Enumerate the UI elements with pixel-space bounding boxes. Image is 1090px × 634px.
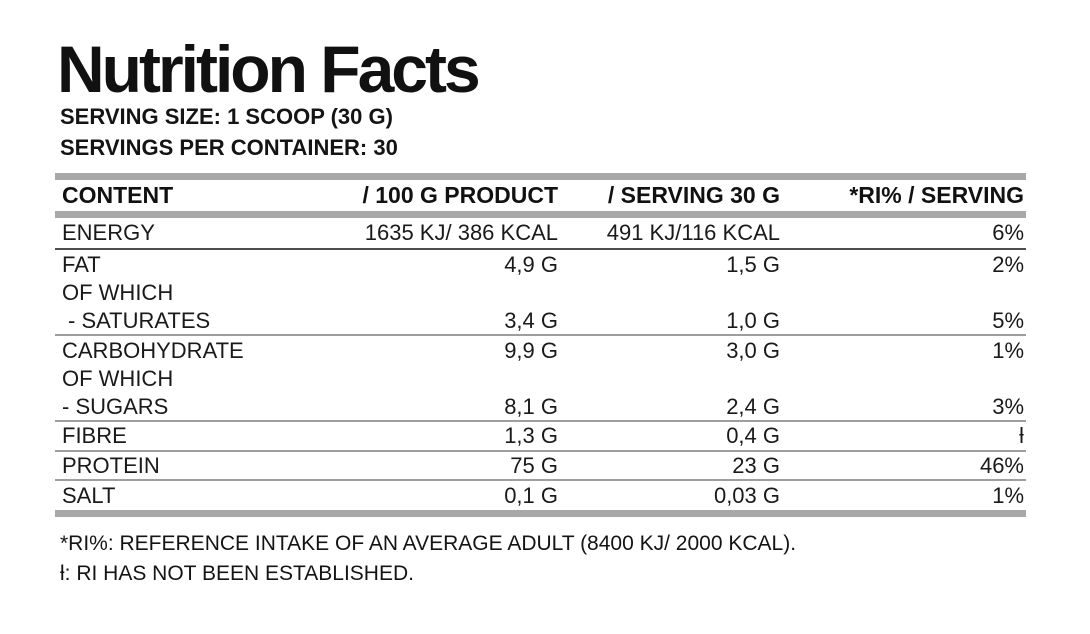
nutrition-table: CONTENT / 100 G PRODUCT / SERVING 30 G *… [55,173,1026,517]
page-title: Nutrition Facts [57,32,481,106]
row-nutrient-name: - SUGARS [62,393,169,419]
header-per-100g: / 100 G PRODUCT [362,182,558,208]
footnote-ri-not-established: ƚ: RI HAS NOT BEEN ESTABLISHED. [60,562,414,585]
header-ri-percent: *RI% / SERVING [849,182,1024,208]
table-row: ENERGY 1635 KJ/ 386 KCAL 491 KJ/116 KCAL 6% [55,218,1026,250]
row-per-serving-value: 0,03 G [713,482,780,508]
row-nutrient-name: OF WHICH [62,280,174,305]
row-nutrient-name: CARBOHYDRATE [62,337,244,363]
row-nutrient-name: SALT [62,482,116,508]
row-per-serving-value: 0,4 G [726,423,780,448]
row-nutrient-name: - SATURATES [68,307,211,333]
row-per-serving-value: 491 KJ/116 KCAL [606,220,780,245]
row-per-100g-value: 4,9 G [504,251,558,277]
row-per-serving-value: 1,0 G [726,307,780,333]
table-bottom-bar [55,510,1026,517]
row-per-100g-value: 1635 KJ/ 386 KCAL [364,220,558,245]
row-nutrient-name: ENERGY [62,220,155,245]
table-row: PROTEIN 75 G 23 G 46% [55,452,1026,481]
row-per-100g-value: 75 G [510,452,558,478]
row-ri-percent-value: 1% [992,482,1024,508]
row-per-100g-value: 0,1 G [504,482,558,508]
row-ri-percent-value: 5% [992,307,1024,333]
row-nutrient-name: OF WHICH [62,366,174,391]
row-per-100g-value: 1,3 G [504,423,558,448]
table-header-bottom-bar [55,211,1026,218]
row-per-100g-value: 8,1 G [504,393,558,419]
row-ri-percent-value: 6% [992,220,1024,245]
row-per-serving-value: 3,0 G [726,337,780,363]
row-nutrient-name: FAT [62,251,101,277]
footnote-reference-intake: *RI%: REFERENCE INTAKE OF AN AVERAGE ADU… [60,532,797,555]
row-nutrient-name: PROTEIN [62,452,160,478]
table-row: - SATURATES 3,4 G 1,0 G 5% [55,307,1026,336]
serving-size-text: SERVING SIZE: 1 SCOOP (30 G) [60,104,393,129]
servings-per-container-text: SERVINGS PER CONTAINER: 30 [60,135,398,160]
row-ri-percent-value: 46% [979,452,1024,478]
row-per-100g-value: 9,9 G [504,337,558,363]
row-ri-percent-value: 1% [992,337,1024,363]
row-nutrient-name: FIBRE [62,423,127,448]
table-row: - SUGARS 8,1 G 2,4 G 3% [55,393,1026,422]
table-header-row: CONTENT / 100 G PRODUCT / SERVING 30 G *… [55,180,1026,211]
row-per-serving-value: 2,4 G [726,393,780,419]
table-row: FAT 4,9 G 1,5 G 2% [55,250,1026,279]
table-row: OF WHICH [55,279,1026,307]
header-content: CONTENT [62,182,174,208]
table-body: ENERGY 1635 KJ/ 386 KCAL 491 KJ/116 KCAL 6%… [55,218,1026,510]
row-per-serving-value: 1,5 G [726,251,780,277]
table-row: CARBOHYDRATE 9,9 G 3,0 G 1% [55,336,1026,365]
row-ri-percent-value: 2% [992,251,1024,277]
row-per-100g-value: 3,4 G [504,307,558,333]
row-per-serving-value: 23 G [732,452,780,478]
header-per-serving: / SERVING 30 G [607,182,780,208]
table-row: FIBRE 1,3 G 0,4 G ƚ [55,422,1026,452]
table-top-bar [55,173,1026,180]
row-ri-percent-value: 3% [992,393,1024,419]
row-ri-percent-value: ƚ [1019,423,1024,448]
table-row: SALT 0,1 G 0,03 G 1% [55,481,1026,510]
table-row: OF WHICH [55,365,1026,393]
